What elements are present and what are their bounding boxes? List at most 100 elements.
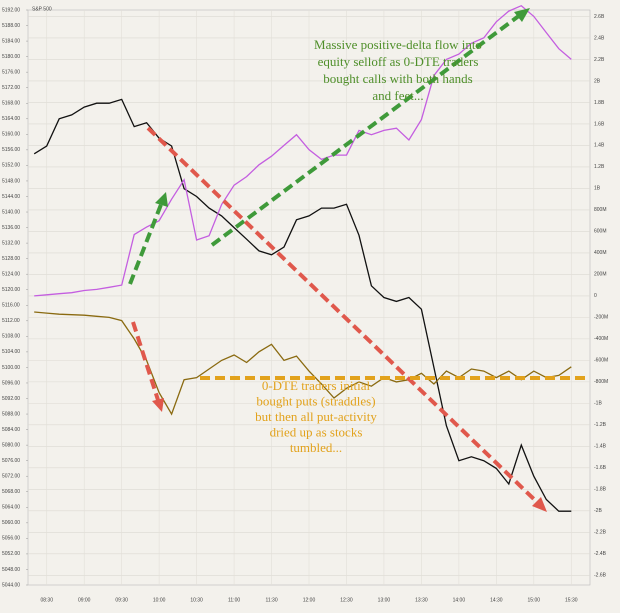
y-tick-label: 5080.00 bbox=[2, 442, 20, 448]
y-tick-label: 5128.00 bbox=[2, 256, 20, 262]
x-tick-label: 15:00 bbox=[528, 597, 541, 603]
y2-tick-label: -2B bbox=[594, 508, 602, 514]
y2-tick-label: -2.4B bbox=[594, 551, 607, 557]
x-tick-label: 11:00 bbox=[228, 597, 240, 603]
y2-tick-label: 200M bbox=[594, 272, 607, 278]
y-tick-label: 5168.00 bbox=[2, 101, 20, 107]
y2-tick-label: -200M bbox=[594, 315, 608, 321]
x-tick-label: 12:00 bbox=[303, 597, 316, 603]
plot bbox=[33, 4, 572, 512]
legend-entry: S&P 500 bbox=[32, 6, 52, 12]
x-tick-label: 14:30 bbox=[490, 597, 503, 603]
y-tick-label: 5092.00 bbox=[2, 396, 20, 402]
y-tick-label: 5136.00 bbox=[2, 225, 20, 231]
y-tick-label: 5104.00 bbox=[2, 349, 20, 355]
y2-tick-label: -2.6B bbox=[594, 573, 607, 579]
y-tick-label: 5044.00 bbox=[2, 582, 20, 588]
x-tick-label: 11:30 bbox=[265, 597, 277, 603]
annotation: and feet... bbox=[372, 88, 423, 103]
annotations: Massive positive-delta flow into equity s… bbox=[255, 37, 482, 455]
x-tick-label: 13:30 bbox=[415, 597, 428, 603]
series-line bbox=[34, 311, 572, 416]
annotation: Massive positive-delta flow into bbox=[314, 37, 482, 52]
y-tick-label: 5184.00 bbox=[2, 38, 20, 44]
y2-tick-label: -800M bbox=[594, 379, 608, 385]
y2-tick-label: 400M bbox=[594, 250, 607, 256]
annotation: but then all put-activity bbox=[255, 409, 377, 424]
y2-tick-label: 2B bbox=[594, 78, 601, 84]
x-tick-label: 15:30 bbox=[565, 597, 578, 603]
y-tick-label: 5100.00 bbox=[2, 365, 20, 371]
y2-tick-label: -1.6B bbox=[594, 465, 607, 471]
y-tick-label: 5072.00 bbox=[2, 474, 20, 480]
x-tick-label: 12:30 bbox=[340, 597, 353, 603]
y2-tick-label: 1B bbox=[594, 186, 601, 192]
y2-tick-label: 2.2B bbox=[594, 57, 605, 63]
y2-tick-label: -1B bbox=[594, 401, 602, 407]
y-tick-label: 5116.00 bbox=[2, 303, 20, 309]
y-tick-label: 5144.00 bbox=[2, 194, 20, 200]
y-tick-label: 5132.00 bbox=[2, 240, 20, 246]
y2-tick-label: 1.4B bbox=[594, 143, 605, 149]
y2-tick-label: 1.2B bbox=[594, 164, 605, 170]
x-tick-label: 10:30 bbox=[190, 597, 203, 603]
arrowhead bbox=[152, 398, 164, 412]
y2-tick-label: 2.4B bbox=[594, 35, 605, 41]
x-tick-label: 10:00 bbox=[153, 597, 166, 603]
y-tick-label: 5152.00 bbox=[2, 163, 20, 169]
series-line bbox=[34, 4, 572, 297]
y-tick-label: 5180.00 bbox=[2, 54, 20, 60]
annotation: tumbled... bbox=[290, 440, 342, 455]
y-tick-label: 5064.00 bbox=[2, 505, 20, 511]
annotation: dried up as stocks bbox=[270, 424, 363, 439]
arrow bbox=[131, 321, 160, 401]
y-tick-label: 5120.00 bbox=[2, 287, 20, 293]
series-line bbox=[33, 98, 572, 512]
y2-tick-label: -1.2B bbox=[594, 422, 607, 428]
y2-tick-label: 1.6B bbox=[594, 121, 605, 127]
y2-tick-label: -600M bbox=[594, 358, 608, 364]
annotation: equity selloff as 0-DTE traders bbox=[318, 54, 479, 69]
y-tick-label: 5088.00 bbox=[2, 411, 20, 417]
arrow bbox=[146, 126, 540, 505]
y2-tick-label: 2.6B bbox=[594, 14, 605, 20]
y-tick-label: 5164.00 bbox=[2, 116, 20, 122]
annotation: 0-DTE traders initial bbox=[262, 378, 371, 393]
y-tick-label: 5192.00 bbox=[2, 7, 20, 13]
y-tick-label: 5076.00 bbox=[2, 458, 20, 464]
y-tick-label: 5084.00 bbox=[2, 427, 20, 433]
x-tick-label: 13:00 bbox=[378, 597, 391, 603]
x-tick-label: 09:00 bbox=[78, 597, 91, 603]
y-tick-label: 5148.00 bbox=[2, 178, 20, 184]
y2-tick-label: 800M bbox=[594, 207, 607, 213]
annotation: bought puts (straddles) bbox=[256, 393, 375, 408]
y-tick-label: 5048.00 bbox=[2, 567, 20, 573]
y-tick-label: 5172.00 bbox=[2, 85, 20, 91]
y-tick-label: 5112.00 bbox=[2, 318, 20, 324]
y-tick-label: 5108.00 bbox=[2, 334, 20, 340]
arrowhead bbox=[514, 8, 530, 22]
y-tick-label: 5124.00 bbox=[2, 272, 20, 278]
y-tick-label: 5052.00 bbox=[2, 551, 20, 557]
y2-tick-label: -1.8B bbox=[594, 487, 607, 493]
y-tick-label: 5056.00 bbox=[2, 536, 20, 542]
y2-tick-label: -400M bbox=[594, 336, 608, 342]
y2-tick-label: -2.2B bbox=[594, 530, 607, 536]
y-tick-label: 5068.00 bbox=[2, 489, 20, 495]
y2-tick-label: 1.8B bbox=[594, 100, 605, 106]
y-tick-label: 5156.00 bbox=[2, 147, 20, 153]
x-tick-label: 09:30 bbox=[115, 597, 128, 603]
y2-tick-label: -1.4B bbox=[594, 444, 607, 450]
arrows bbox=[128, 8, 590, 512]
y-tick-label: 5188.00 bbox=[2, 23, 20, 29]
y-tick-label: 5096.00 bbox=[2, 380, 20, 386]
y2-tick-label: 0 bbox=[594, 293, 597, 299]
y-tick-label: 5060.00 bbox=[2, 520, 20, 526]
y2-tick-label: 600M bbox=[594, 229, 607, 235]
annotation: bought calls with both hands bbox=[323, 71, 473, 86]
y-tick-label: 5140.00 bbox=[2, 209, 20, 215]
grid: 5044.00 5048.00 5052.00 5056.00 5060.00 5064.… bbox=[2, 7, 608, 603]
arrowhead bbox=[155, 192, 168, 207]
